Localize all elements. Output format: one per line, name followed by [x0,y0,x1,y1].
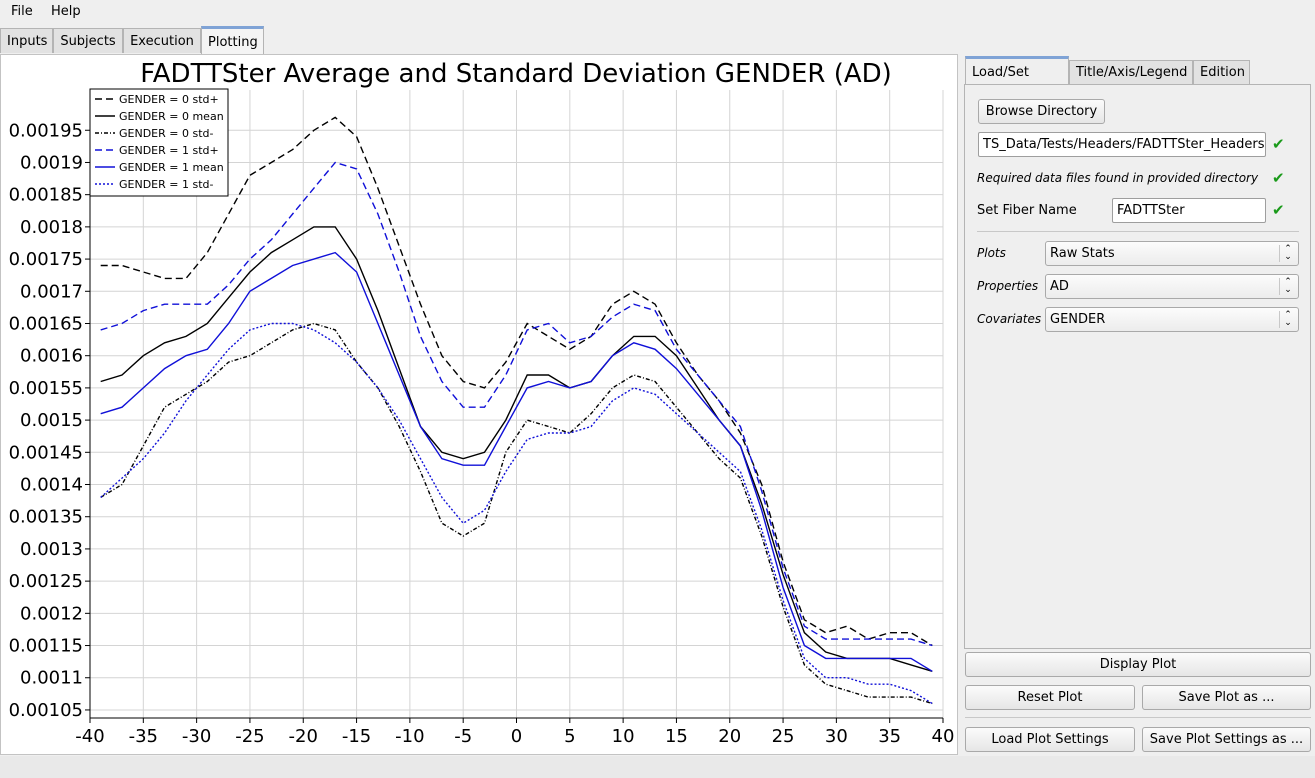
y-tick-label: 0.00105 [9,700,83,721]
x-tick-label: 35 [878,726,901,747]
y-tick-label: 0.0018 [20,217,83,238]
updown-arrows-icon: ⌃ ⌄ [1279,278,1296,295]
menu-bar: File Help [0,0,1315,24]
y-tick-label: 0.0013 [20,539,83,560]
x-tick-label: 5 [564,726,575,747]
tab-subjects[interactable]: Subjects [53,28,123,53]
series-line [100,226,933,672]
tab-edition[interactable]: Edition [1193,60,1250,85]
legend-label: GENDER = 0 std+ [119,93,219,106]
properties-select-value: AD [1050,279,1069,294]
tab-inputs[interactable]: Inputs [0,28,53,53]
plots-label: Plots [977,246,1006,260]
x-tick-label: -40 [75,726,104,747]
save-plot-settings-button[interactable]: Save Plot Settings as ... [1142,727,1311,752]
y-tick-label: 0.00135 [9,507,83,528]
data-files-status: Required data files found in provided di… [977,171,1259,185]
y-tick-label: 0.00195 [9,120,83,141]
updown-arrows-icon: ⌃ ⌄ [1279,311,1296,328]
tab-load-set-data[interactable]: Load/Set Data [965,56,1069,108]
y-tick-label: 0.0016 [20,346,83,367]
y-tick-label: 0.00115 [9,636,83,657]
series-line [100,116,933,647]
fiber-name-ok-check-icon: ✔ [1272,201,1285,219]
x-tick-label: -5 [454,726,472,747]
y-tick-label: 0.0014 [20,475,83,496]
series-line [100,161,933,647]
menu-file[interactable]: File [11,4,33,19]
covariates-select-value: GENDER [1050,312,1106,327]
directory-ok-check-icon: ✔ [1272,135,1285,153]
plot-area: FADTTSter Average and Standard Deviation… [0,54,958,755]
browse-directory-button[interactable]: Browse Directory [978,99,1105,124]
save-plot-button[interactable]: Save Plot as ... [1142,685,1311,710]
y-tick-label: 0.0017 [20,281,83,302]
status-bar [0,756,1315,778]
y-tick-label: 0.00175 [9,249,83,270]
legend-label: GENDER = 0 mean [119,110,224,123]
y-tick-label: 0.00125 [9,571,83,592]
y-tick-label: 0.0011 [20,668,83,689]
legend-box [89,88,229,197]
tab-plotting[interactable]: Plotting [201,26,264,55]
y-tick-label: 0.0012 [20,603,83,624]
x-tick-label: 20 [718,726,741,747]
properties-label: Properties [977,279,1039,293]
y-tick-label: 0.00165 [9,313,83,334]
covariates-select[interactable]: GENDER ⌃ ⌄ [1045,307,1299,332]
x-tick-label: 15 [665,726,688,747]
directory-field[interactable]: TS_Data/Tests/Headers/FADTTSter_Headers [978,132,1266,157]
tab-title-axis-legend[interactable]: Title/Axis/Legend [1069,60,1193,85]
covariates-label: Covariates [977,312,1042,326]
chart-title: FADTTSter Average and Standard Deviation… [140,59,892,89]
x-tick-label: -15 [342,726,371,747]
menu-help[interactable]: Help [51,4,81,19]
fiber-name-field[interactable]: FADTTSter [1112,198,1266,223]
legend-label: GENDER = 1 std- [119,178,213,191]
x-tick-label: -30 [182,726,211,747]
y-tick-label: 0.00155 [9,378,83,399]
legend-label: GENDER = 1 std+ [119,144,219,157]
x-tick-label: 25 [772,726,795,747]
properties-select[interactable]: AD ⌃ ⌄ [1045,274,1299,299]
load-set-data-panel: Browse Directory TS_Data/Tests/Headers/F… [964,84,1311,649]
x-tick-label: 0 [511,726,522,747]
x-tick-label: -25 [235,726,264,747]
y-tick-label: 0.0015 [20,410,83,431]
chart: FADTTSter Average and Standard Deviation… [9,59,955,747]
x-tick-label: -35 [129,726,158,747]
reset-plot-button[interactable]: Reset Plot [965,685,1135,710]
x-tick-label: -10 [395,726,424,747]
y-tick-label: 0.00185 [9,185,83,206]
data-files-ok-check-icon: ✔ [1272,169,1285,187]
x-tick-label: 40 [932,726,955,747]
fiber-name-label: Set Fiber Name [977,203,1077,218]
buttons-separator [965,717,1311,718]
y-tick-label: 0.0019 [20,152,83,173]
panel-separator [977,231,1299,232]
legend-label: GENDER = 0 std- [119,127,213,140]
tab-execution[interactable]: Execution [123,28,201,53]
load-plot-settings-button[interactable]: Load Plot Settings [965,727,1135,752]
legend-label: GENDER = 1 mean [119,161,224,174]
x-tick-label: -20 [289,726,318,747]
plots-select-value: Raw Stats [1050,246,1115,261]
plots-select[interactable]: Raw Stats ⌃ ⌄ [1045,241,1299,266]
x-tick-label: 30 [825,726,848,747]
display-plot-button[interactable]: Display Plot [965,652,1311,677]
y-tick-label: 0.00145 [9,442,83,463]
series-line [100,251,933,672]
updown-arrows-icon: ⌃ ⌄ [1279,245,1296,262]
x-tick-label: 10 [612,726,635,747]
